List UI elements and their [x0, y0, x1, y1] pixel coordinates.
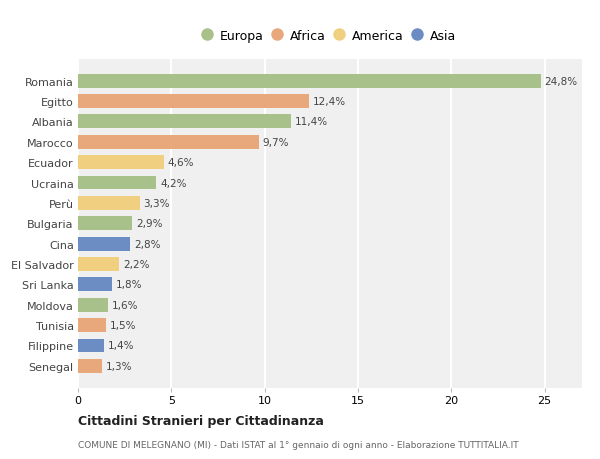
- Text: 1,3%: 1,3%: [106, 361, 133, 371]
- Text: 4,6%: 4,6%: [167, 158, 194, 168]
- Bar: [78, 339, 104, 353]
- Bar: [78, 135, 259, 149]
- Text: 2,9%: 2,9%: [136, 219, 163, 229]
- Bar: [78, 278, 112, 291]
- Bar: [78, 257, 119, 271]
- Bar: [78, 298, 108, 312]
- Text: 11,4%: 11,4%: [295, 117, 328, 127]
- Text: 9,7%: 9,7%: [263, 138, 289, 147]
- Text: 1,4%: 1,4%: [108, 341, 134, 351]
- Text: 12,4%: 12,4%: [313, 97, 346, 107]
- Text: 1,8%: 1,8%: [115, 280, 142, 290]
- Text: 2,8%: 2,8%: [134, 239, 161, 249]
- Bar: [78, 115, 291, 129]
- Text: 2,2%: 2,2%: [123, 259, 149, 269]
- Bar: [78, 156, 164, 170]
- Bar: [78, 237, 130, 251]
- Text: Cittadini Stranieri per Cittadinanza: Cittadini Stranieri per Cittadinanza: [78, 414, 324, 428]
- Legend: Europa, Africa, America, Asia: Europa, Africa, America, Asia: [200, 27, 460, 47]
- Bar: [78, 176, 157, 190]
- Text: 1,5%: 1,5%: [110, 320, 136, 330]
- Bar: [78, 196, 140, 210]
- Bar: [78, 74, 541, 89]
- Bar: [78, 217, 132, 231]
- Text: 3,3%: 3,3%: [143, 198, 170, 208]
- Text: 4,2%: 4,2%: [160, 178, 187, 188]
- Text: 24,8%: 24,8%: [545, 77, 578, 86]
- Bar: [78, 95, 310, 109]
- Bar: [78, 359, 102, 373]
- Text: 1,6%: 1,6%: [112, 300, 138, 310]
- Text: COMUNE DI MELEGNANO (MI) - Dati ISTAT al 1° gennaio di ogni anno - Elaborazione : COMUNE DI MELEGNANO (MI) - Dati ISTAT al…: [78, 441, 518, 449]
- Bar: [78, 319, 106, 332]
